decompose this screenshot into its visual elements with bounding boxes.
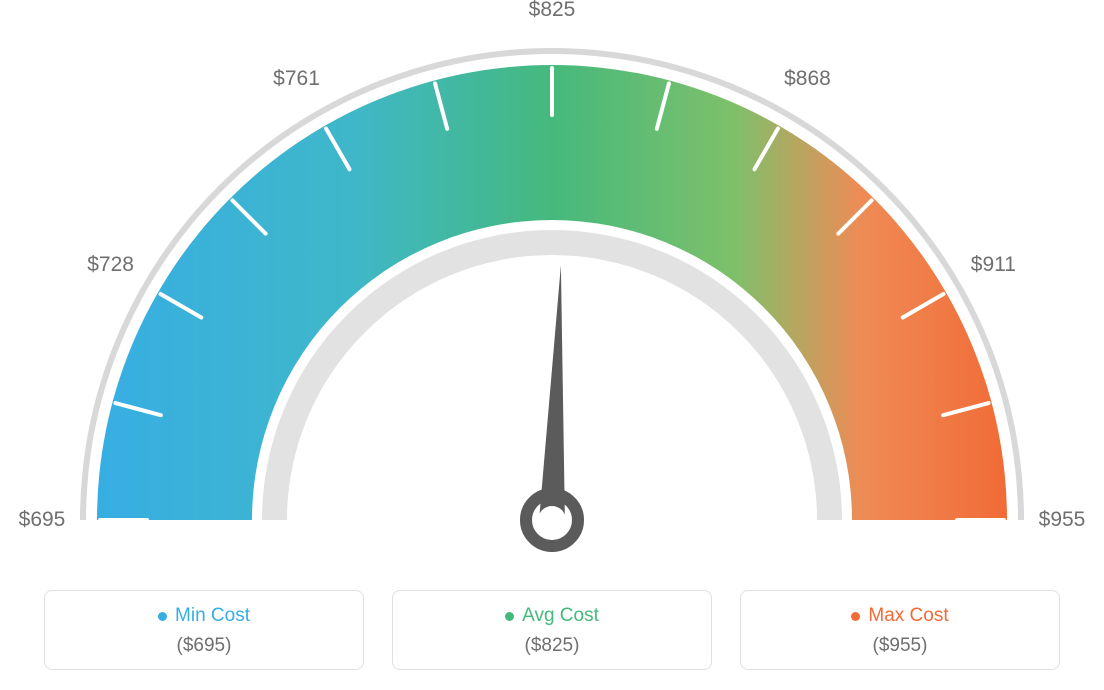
gauge-tick-label: $695	[19, 508, 66, 532]
legend-label: Max Cost	[868, 605, 948, 627]
legend-value-min: ($695)	[55, 635, 353, 657]
gauge-tick-label: $868	[784, 67, 831, 91]
legend-value-avg: ($825)	[403, 635, 701, 657]
dot-icon	[158, 612, 167, 621]
legend-title-avg: Avg Cost	[505, 605, 599, 627]
gauge-tick-label: $911	[971, 253, 1016, 277]
legend-title-min: Min Cost	[158, 605, 250, 627]
legend-title-max: Max Cost	[851, 605, 948, 627]
dot-icon	[505, 612, 514, 621]
legend-card-min: Min Cost ($695)	[44, 590, 364, 670]
gauge-tick-label: $728	[87, 253, 134, 277]
legend-card-avg: Avg Cost ($825)	[392, 590, 712, 670]
legend-card-max: Max Cost ($955)	[740, 590, 1060, 670]
gauge-tick-label: $761	[273, 67, 320, 91]
legend-value-max: ($955)	[751, 635, 1049, 657]
chart-container: $695 $728 $761 $825 $868 $911 $955 Min Cost ($…	[0, 0, 1104, 690]
legend-label: Min Cost	[175, 605, 250, 627]
legend-row: Min Cost ($695) Avg Cost ($825) Max Cost…	[0, 590, 1104, 670]
gauge-chart: $695 $728 $761 $825 $868 $911 $955	[0, 0, 1104, 560]
dot-icon	[851, 612, 860, 621]
gauge-tick-label: $955	[1039, 508, 1086, 532]
gauge-tick-label: $825	[529, 0, 576, 22]
legend-label: Avg Cost	[522, 605, 599, 627]
